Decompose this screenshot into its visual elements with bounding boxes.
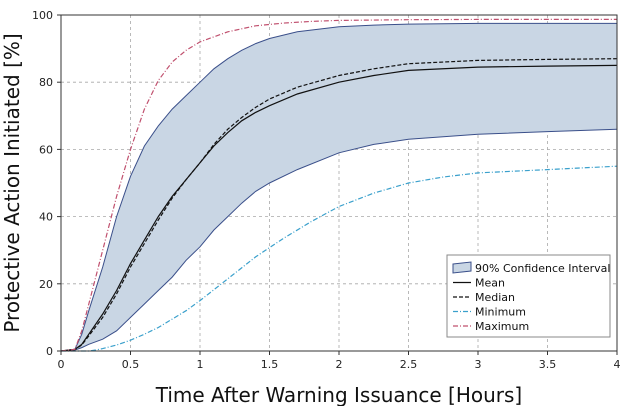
x-tick-label: 3.5 xyxy=(539,358,557,371)
confidence-band-upper-edge xyxy=(60,22,617,352)
confidence-band-layer xyxy=(60,22,618,352)
legend-label-mean: Mean xyxy=(475,277,505,290)
x-tick-label: 2 xyxy=(336,358,343,371)
x-tick-label: 0.5 xyxy=(122,358,140,371)
series-layer xyxy=(60,18,618,352)
x-ticks: 0 0.5 1 1.5 2 2.5 3 3.5 4 xyxy=(58,351,620,371)
legend-label-minimum: Minimum xyxy=(475,306,526,319)
x-tick-label: 2.5 xyxy=(400,358,418,371)
x-axis-title: Time After Warning Issuance [Hours] xyxy=(155,383,522,406)
x-tick-label: 1.5 xyxy=(261,358,279,371)
legend-label-median: Median xyxy=(475,291,515,304)
y-ticks: 0 20 40 60 80 100 xyxy=(32,9,61,358)
y-tick-label: 20 xyxy=(39,278,53,291)
y-axis-title: Protective Action Initiated [%] xyxy=(0,33,24,332)
series-line-minimum xyxy=(61,165,618,352)
y-tick-label: 100 xyxy=(32,9,53,22)
series-line-mean xyxy=(60,64,618,352)
y-tick-label: 0 xyxy=(46,345,53,358)
x-tick-label: 0 xyxy=(58,358,65,371)
series-line-median xyxy=(60,58,618,352)
series-line-maximum xyxy=(60,18,617,352)
legend-label-maximum: Maximum xyxy=(475,320,529,333)
confidence-band-lower-edge xyxy=(60,128,618,352)
legend-swatch-band xyxy=(452,261,472,274)
x-tick-label: 3 xyxy=(475,358,482,371)
legend-box xyxy=(446,254,611,338)
confidence-band-area xyxy=(61,23,617,352)
x-tick-label: 4 xyxy=(614,358,620,371)
y-tick-label: 60 xyxy=(39,143,53,156)
y-tick-label: 40 xyxy=(39,211,53,224)
legend-label-band: 90% Confidence Interval xyxy=(475,262,610,275)
y-tick-label: 80 xyxy=(39,76,53,89)
x-tick-label: 1 xyxy=(197,358,204,371)
